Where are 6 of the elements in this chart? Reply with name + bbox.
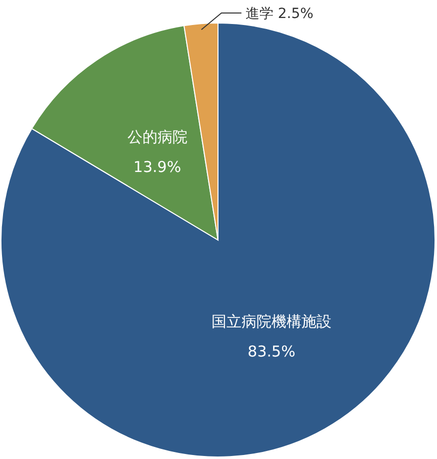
slice-label: 国立病院機構施設 [212, 312, 332, 330]
slice-label: 公的病院 [127, 128, 188, 146]
slice-label: 進学 [245, 6, 274, 22]
data-label: 83.5% [248, 342, 296, 360]
data-label: 2.5% [278, 6, 314, 22]
data-label: 13.9% [133, 158, 182, 176]
